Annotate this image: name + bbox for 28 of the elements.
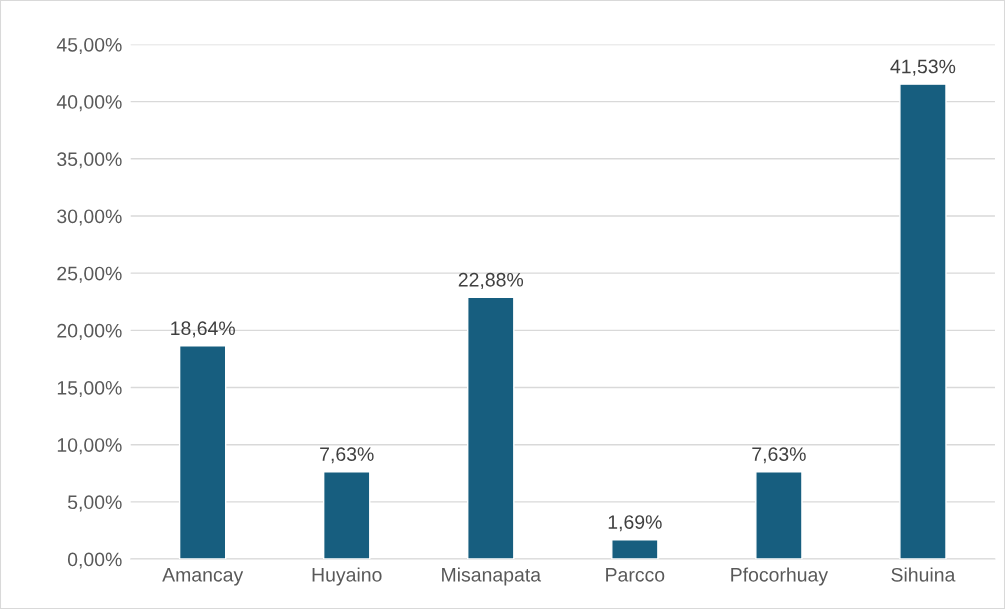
bar	[178, 345, 227, 560]
y-tick-label: 40,00%	[56, 95, 122, 112]
bar	[755, 471, 803, 560]
y-tick-label: 5,00%	[67, 495, 122, 512]
y-tick-label: 10,00%	[57, 438, 122, 455]
y-tick-label: 30,00%	[57, 209, 122, 226]
x-tick-label: Parcco	[606, 568, 665, 582]
data-label: 1,69%	[608, 515, 662, 532]
data-label: 7,63%	[320, 447, 374, 464]
bar	[322, 471, 371, 560]
y-tick-label: 20,00%	[57, 323, 122, 340]
y-tick-label: 15,00%	[57, 380, 122, 398]
x-tick-label: Huyaino	[312, 567, 382, 586]
x-tick-label: Amancay	[162, 568, 244, 586]
data-label: 7,63%	[752, 447, 806, 464]
bar	[899, 83, 947, 560]
x-tick-label: Misanapata	[442, 567, 542, 586]
y-tick-label: 35,00%	[57, 152, 122, 169]
y-tick-label: 0,00%	[67, 552, 122, 569]
x-tick-label: Pfocorhuay	[731, 567, 829, 586]
x-tick-label: Sihuina	[891, 567, 956, 582]
data-label: 22,88%	[458, 272, 524, 289]
data-label: 41,53%	[890, 59, 956, 76]
bar	[611, 539, 659, 560]
y-tick-label: 45,00%	[56, 37, 122, 54]
bar	[467, 296, 515, 560]
data-label: 18,64%	[171, 321, 235, 338]
y-tick-label: 25,00%	[57, 266, 122, 283]
